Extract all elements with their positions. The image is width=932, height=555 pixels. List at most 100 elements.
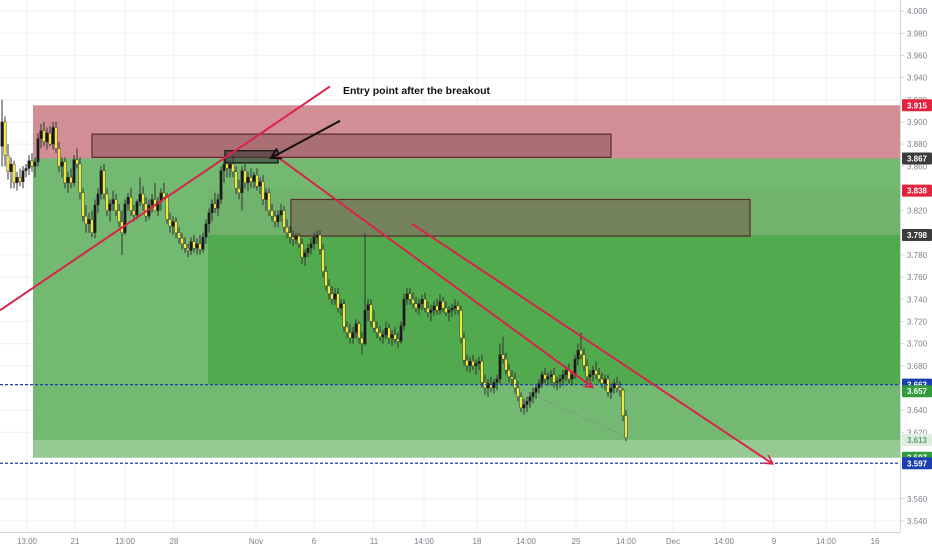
candle-down [132,210,136,216]
candle-up [303,252,307,258]
candle-down [78,163,82,194]
candle-down [369,304,373,322]
candle-down [387,327,391,339]
candle-down [465,360,469,366]
candle-down [489,383,493,389]
candle-up [570,374,574,380]
candle-up [528,396,532,402]
candle-down [441,301,445,309]
candle-down [375,327,379,333]
candle-down [174,221,178,233]
price-tick-label: 3.760 [907,273,928,282]
candle-up [399,325,403,342]
price-badge [902,457,932,470]
candle-up [447,310,451,313]
candle-up [525,401,529,405]
candle-down [177,232,181,239]
price-badge-label: 3.613 [907,436,928,445]
candle-up [420,299,424,304]
candle-down [192,241,196,249]
price-badge [902,152,932,165]
candle-up [498,354,502,380]
candle-up [108,203,112,211]
annotation-label: Entry point after the breakout [343,85,491,97]
price-tick-label: 3.860 [907,162,928,171]
time-tick-label: 16 [871,537,880,546]
candle-down [507,369,511,378]
candle-up [258,181,262,187]
candle-down [267,192,271,211]
candle-down [372,321,376,329]
candle-up [564,369,568,375]
projection-line [207,246,629,439]
zone-stop [33,105,900,159]
candle-up [381,334,385,338]
time-tick-label: Nov [249,537,263,546]
candle-down [543,374,547,380]
candle-down [54,127,58,149]
candle-up [333,293,337,300]
price-badge-label: 3.915 [907,101,928,110]
candle-down [594,369,598,375]
candle-up [36,138,40,163]
price-tick-label: 3.780 [907,251,928,260]
candle-up [537,383,541,389]
candle-up [603,378,607,384]
candle-up [402,299,406,327]
candle-up [354,323,358,333]
time-tick-label: 9 [772,537,777,546]
candle-down [378,332,382,338]
candle-down [90,219,94,233]
candle-down [141,193,145,205]
candle-up [87,219,91,225]
candle-up [294,235,298,240]
candle-down [213,203,217,209]
candle-down [615,383,619,389]
candle-up [312,236,316,245]
candle-up [531,392,535,397]
time-tick-label: Dec [666,537,680,546]
candle-down [552,374,556,383]
price-tick-label: 3.900 [907,118,928,127]
time-tick-label: 25 [572,537,581,546]
candle-up [429,310,433,313]
candle-up [72,159,76,184]
candle-up [540,374,544,384]
price-tick-label: 3.640 [907,406,928,415]
candle-up [15,177,19,184]
candle-down [321,249,325,272]
candle-down [114,199,118,211]
candle-down [57,148,61,167]
candle-up [495,378,499,383]
candle-up [432,305,436,311]
candle-up [33,161,37,167]
candle-up [351,332,355,339]
candle-down [6,154,10,172]
candle-up [561,374,565,380]
price-badge [902,184,932,197]
candle-down [198,243,202,250]
candle-down [186,248,190,251]
zone-target_lower [33,440,900,458]
candle-down [231,163,235,172]
candle-down [513,378,517,389]
candle-down [63,161,67,184]
candle-down [585,365,589,378]
candle-down [168,219,172,227]
candle-down [582,354,586,366]
candle-up [492,382,496,389]
candle-up [66,177,70,184]
candle-down [504,358,508,371]
time-axis-background [0,532,932,550]
candle-up [390,334,394,339]
candle-up [558,378,562,382]
candle-down [282,210,286,228]
candle-down [69,177,73,184]
candle-down [48,132,52,145]
price-badge-label: 3.657 [907,387,928,396]
candle-up [156,201,160,211]
candle-down [12,163,16,184]
candle-up [366,304,370,311]
